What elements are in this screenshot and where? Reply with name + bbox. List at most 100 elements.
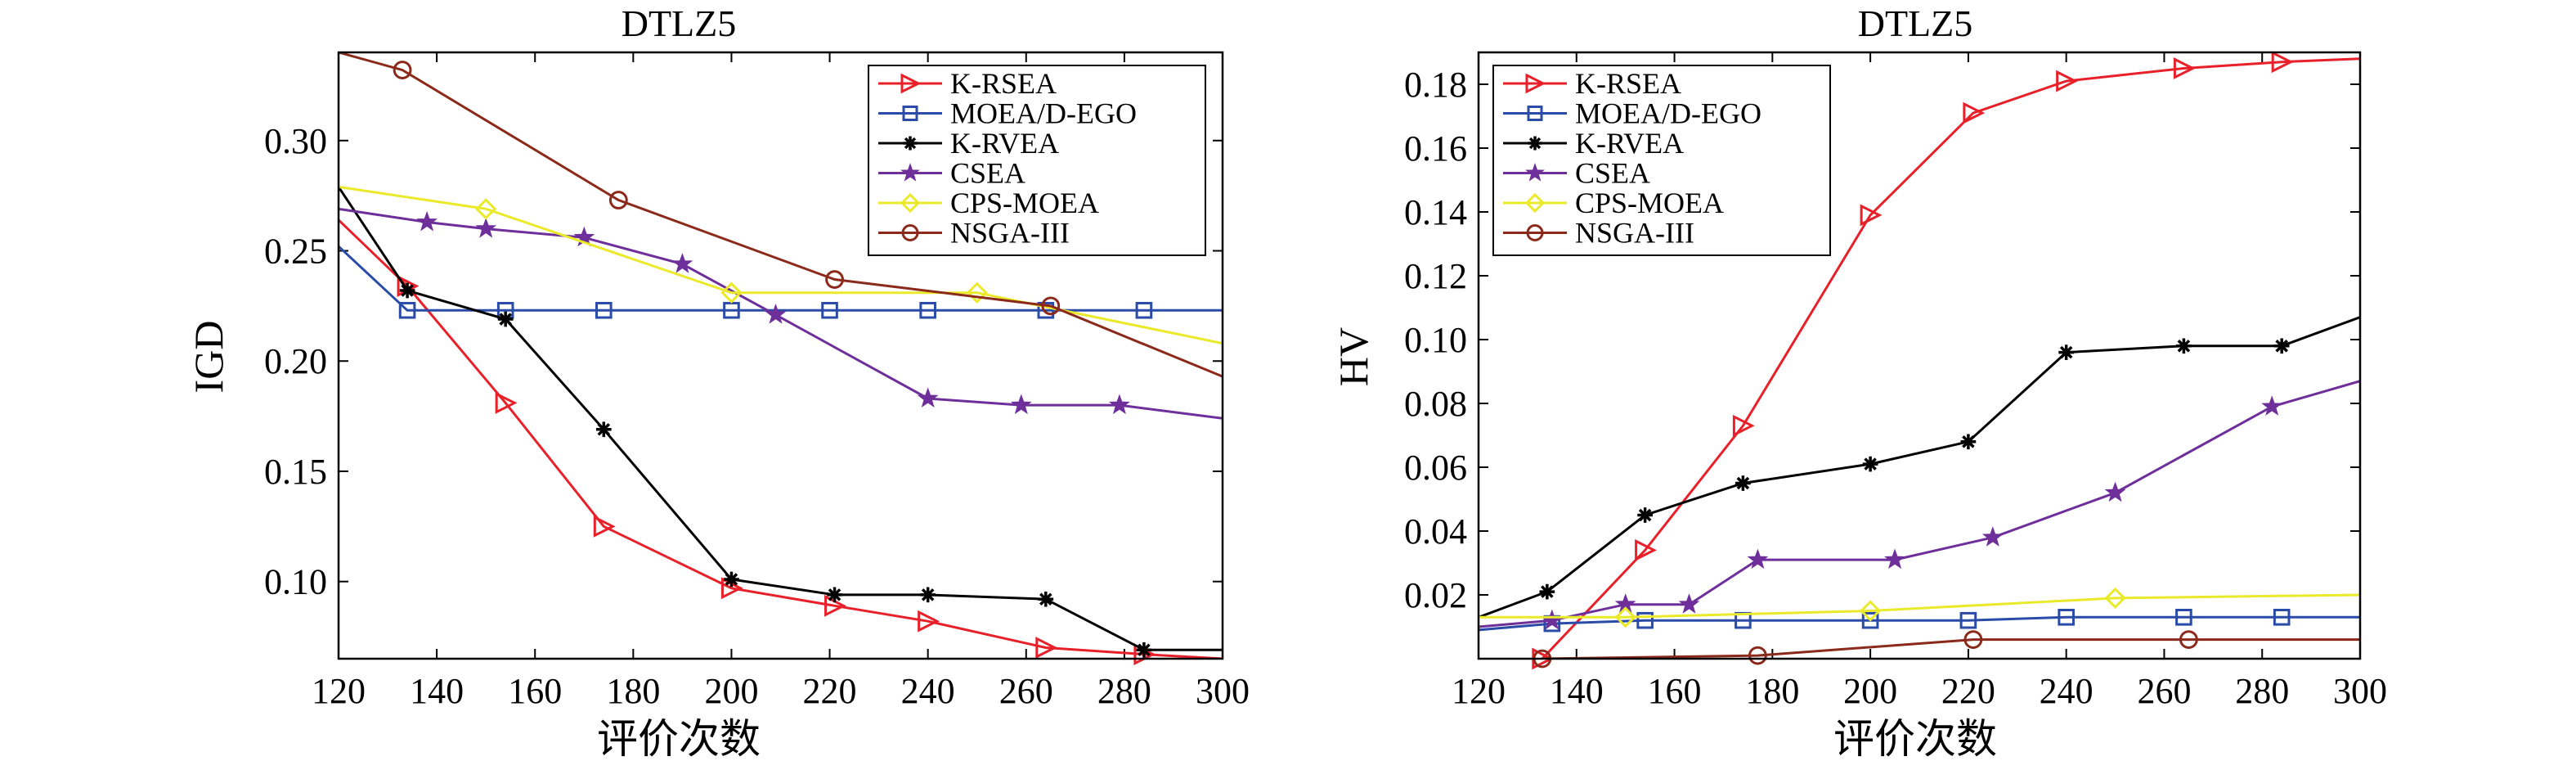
legend-box bbox=[1492, 65, 1831, 256]
legend-label: K-RSEA bbox=[950, 67, 1057, 100]
x-axis-label: 评价次数 bbox=[597, 716, 761, 762]
data-point bbox=[1539, 583, 1555, 600]
data-point bbox=[2058, 344, 2075, 360]
series-line bbox=[339, 207, 1223, 420]
data-point bbox=[1859, 600, 1882, 622]
legend-item: K-RSEA bbox=[1503, 67, 1681, 100]
data-point bbox=[595, 301, 613, 319]
series-k-rsea bbox=[1532, 51, 2360, 670]
x-tick-label: 240 bbox=[901, 671, 955, 711]
data-point bbox=[495, 392, 518, 414]
x-tick-label: 260 bbox=[999, 671, 1053, 711]
data-point bbox=[497, 311, 514, 327]
data-point bbox=[2273, 338, 2290, 354]
legend: K-RSEAMOEA/D-EGOK-RVEACSEACPS-MOEANSGA-I… bbox=[1492, 65, 1831, 256]
legend-marker bbox=[1525, 162, 1545, 182]
legend-marker bbox=[1527, 106, 1543, 121]
series-nsga-iii bbox=[339, 52, 1223, 378]
series-line bbox=[1541, 57, 2360, 659]
series-k-rsea bbox=[339, 218, 1223, 666]
data-point bbox=[918, 610, 940, 633]
series-k-rvea bbox=[1479, 316, 2360, 619]
series-line bbox=[1479, 593, 2360, 619]
legend-label: CPS-MOEA bbox=[1575, 187, 1724, 219]
data-point bbox=[1038, 591, 1054, 607]
data-point bbox=[2271, 51, 2294, 74]
series-line bbox=[339, 218, 1223, 659]
series-nsga-iii bbox=[1533, 630, 2360, 669]
data-point bbox=[720, 281, 743, 304]
series-moea-d-ego bbox=[1479, 609, 2360, 633]
x-axis-label: 评价次数 bbox=[1833, 716, 1997, 762]
legend-label: K-RVEA bbox=[1575, 127, 1684, 160]
legend-marker bbox=[903, 136, 918, 151]
y-tick-label: 0.16 bbox=[1404, 128, 1467, 169]
data-point bbox=[1884, 548, 1906, 570]
data-point bbox=[1635, 538, 1657, 561]
legend-marker bbox=[901, 224, 919, 241]
data-point bbox=[1960, 434, 1977, 450]
legend-label: MOEA/D-EGO bbox=[1575, 97, 1761, 130]
data-point bbox=[1637, 507, 1653, 523]
data-point bbox=[2175, 609, 2192, 626]
legend-marker bbox=[1524, 192, 1546, 214]
data-point bbox=[2176, 338, 2192, 354]
data-point bbox=[608, 191, 628, 209]
series-moea-d-ego bbox=[339, 245, 1223, 319]
data-point bbox=[1963, 101, 1986, 124]
y-tick-label: 0.30 bbox=[264, 121, 327, 161]
legend-label: MOEA/D-EGO bbox=[950, 97, 1137, 130]
data-point bbox=[2056, 70, 2079, 92]
series-csea bbox=[339, 207, 1223, 420]
data-point bbox=[827, 587, 842, 603]
data-point bbox=[920, 587, 936, 603]
y-axis-label: IGD bbox=[186, 321, 231, 394]
x-tick-label: 300 bbox=[1196, 671, 1250, 711]
legend-label: CSEA bbox=[950, 157, 1025, 190]
data-point bbox=[416, 210, 438, 232]
legend-item: CPS-MOEA bbox=[1503, 187, 1724, 219]
series-line bbox=[1479, 316, 2360, 619]
data-point bbox=[1109, 394, 1130, 415]
y-tick-label: 0.25 bbox=[264, 232, 327, 272]
data-point bbox=[2261, 395, 2283, 416]
x-tick-label: 280 bbox=[1097, 671, 1151, 711]
data-point bbox=[724, 571, 739, 588]
legend-marker bbox=[1525, 73, 1546, 94]
data-point bbox=[1732, 414, 1755, 437]
legend-item: K-RSEA bbox=[878, 67, 1057, 100]
legend-item: NSGA-III bbox=[1503, 217, 1694, 250]
legend-item: MOEA/D-EGO bbox=[1503, 97, 1761, 130]
y-tick-label: 0.14 bbox=[1404, 192, 1467, 232]
data-point bbox=[1035, 637, 1058, 659]
legend: K-RSEAMOEA/D-EGOK-RVEACSEACPS-MOEANSGA-I… bbox=[868, 65, 1206, 256]
plot-frame bbox=[1477, 51, 2362, 660]
legend-item: CSEA bbox=[1503, 157, 1650, 190]
data-point bbox=[2104, 481, 2126, 502]
data-point bbox=[1959, 611, 1977, 629]
y-tick-label: 0.12 bbox=[1404, 256, 1467, 296]
x-tick-label: 180 bbox=[1745, 671, 1799, 711]
data-point bbox=[1735, 475, 1751, 491]
data-point bbox=[593, 515, 616, 538]
data-point bbox=[398, 301, 416, 319]
x-tick-label: 200 bbox=[1843, 671, 1897, 711]
legend-marker bbox=[1528, 136, 1542, 151]
y-tick-label: 0.10 bbox=[1404, 320, 1467, 360]
legend-label: NSGA-III bbox=[1575, 217, 1694, 250]
data-point bbox=[1136, 642, 1152, 658]
data-point bbox=[919, 301, 936, 319]
data-point bbox=[825, 270, 844, 289]
y-tick-label: 0.08 bbox=[1404, 384, 1467, 424]
legend-marker bbox=[900, 192, 921, 214]
x-tick-label: 140 bbox=[410, 671, 464, 711]
y-tick-label: 0.20 bbox=[264, 341, 327, 381]
data-point bbox=[966, 281, 988, 304]
y-tick-label: 0.04 bbox=[1404, 511, 1467, 552]
legend-label: K-RSEA bbox=[1575, 67, 1681, 100]
data-point bbox=[1981, 526, 2004, 547]
legend-label: NSGA-III bbox=[950, 217, 1070, 250]
series-line bbox=[1479, 615, 2360, 632]
data-point bbox=[2273, 609, 2291, 626]
data-point bbox=[1678, 593, 1700, 614]
